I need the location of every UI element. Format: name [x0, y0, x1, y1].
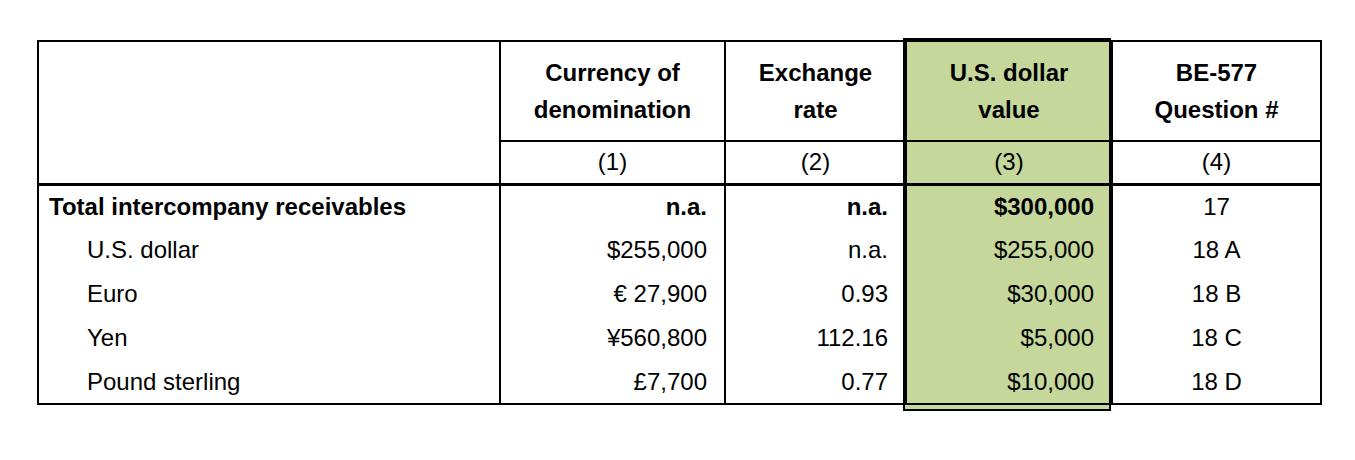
currency-translation-table: Currency of denomination Exchange rate U…: [37, 40, 1320, 405]
question-number: 18 C: [1112, 316, 1321, 360]
column-number-2: (2): [725, 141, 906, 184]
currency-value: € 27,900: [500, 272, 725, 316]
exchange-rate-value: 112.16: [725, 316, 906, 360]
receivables-table: Currency of denomination Exchange rate U…: [37, 40, 1322, 405]
exchange-rate-value: 0.77: [725, 360, 906, 404]
usd-value: $30,000: [906, 272, 1112, 316]
currency-value: n.a.: [500, 184, 725, 228]
currency-value: £7,700: [500, 360, 725, 404]
column-number-1: (1): [500, 141, 725, 184]
header-row: Currency of denomination Exchange rate U…: [38, 41, 1321, 141]
usd-value: $300,000: [906, 184, 1112, 228]
blank-header-cell: [38, 41, 500, 184]
column-number-3: (3): [906, 141, 1112, 184]
row-label: Total intercompany receivables: [38, 184, 500, 228]
question-number: 18 A: [1112, 228, 1321, 272]
question-number: 17: [1112, 184, 1321, 228]
column-number-4: (4): [1112, 141, 1321, 184]
header-us-dollar-value: U.S. dollar value: [906, 41, 1112, 141]
header-be577-question: BE-577 Question #: [1112, 41, 1321, 141]
question-number: 18 B: [1112, 272, 1321, 316]
exchange-rate-value: 0.93: [725, 272, 906, 316]
currency-value: $255,000: [500, 228, 725, 272]
row-label: U.S. dollar: [38, 228, 500, 272]
table-row-yen: Yen ¥560,800 112.16 $5,000 18 C: [38, 316, 1321, 360]
header-currency-of-denomination: Currency of denomination: [500, 41, 725, 141]
exchange-rate-value: n.a.: [725, 228, 906, 272]
table-row-euro: Euro € 27,900 0.93 $30,000 18 B: [38, 272, 1321, 316]
row-label: Pound sterling: [38, 360, 500, 404]
usd-value: $5,000: [906, 316, 1112, 360]
usd-value: $10,000: [906, 360, 1112, 404]
exchange-rate-value: n.a.: [725, 184, 906, 228]
usd-value: $255,000: [906, 228, 1112, 272]
header-exchange-rate: Exchange rate: [725, 41, 906, 141]
row-label: Yen: [38, 316, 500, 360]
table-row-total: Total intercompany receivables n.a. n.a.…: [38, 184, 1321, 228]
currency-value: ¥560,800: [500, 316, 725, 360]
document-page: Currency of denomination Exchange rate U…: [0, 0, 1355, 460]
question-number: 18 D: [1112, 360, 1321, 404]
table-row-us-dollar: U.S. dollar $255,000 n.a. $255,000 18 A: [38, 228, 1321, 272]
table-row-pound-sterling: Pound sterling £7,700 0.77 $10,000 18 D: [38, 360, 1321, 404]
row-label: Euro: [38, 272, 500, 316]
